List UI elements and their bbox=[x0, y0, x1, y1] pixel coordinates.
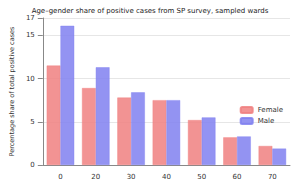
svg-text:15: 15 bbox=[26, 31, 35, 39]
svg-text:Age–gender share of positive c: Age–gender share of positive cases from … bbox=[32, 7, 269, 15]
svg-text:Percentage share of total posi: Percentage share of total positive cases bbox=[8, 26, 16, 156]
svg-text:50: 50 bbox=[197, 173, 206, 181]
svg-text:30: 30 bbox=[127, 173, 136, 181]
svg-text:0: 0 bbox=[58, 173, 62, 181]
svg-text:70: 70 bbox=[268, 173, 277, 181]
svg-text:10: 10 bbox=[26, 75, 35, 83]
svg-text:Female: Female bbox=[258, 106, 283, 114]
svg-text:0: 0 bbox=[30, 161, 34, 169]
svg-text:20: 20 bbox=[91, 173, 100, 181]
svg-text:60: 60 bbox=[233, 173, 242, 181]
svg-text:17: 17 bbox=[26, 14, 35, 22]
svg-text:40: 40 bbox=[162, 173, 171, 181]
svg-text:Male: Male bbox=[258, 117, 275, 125]
svg-text:5: 5 bbox=[30, 118, 34, 126]
